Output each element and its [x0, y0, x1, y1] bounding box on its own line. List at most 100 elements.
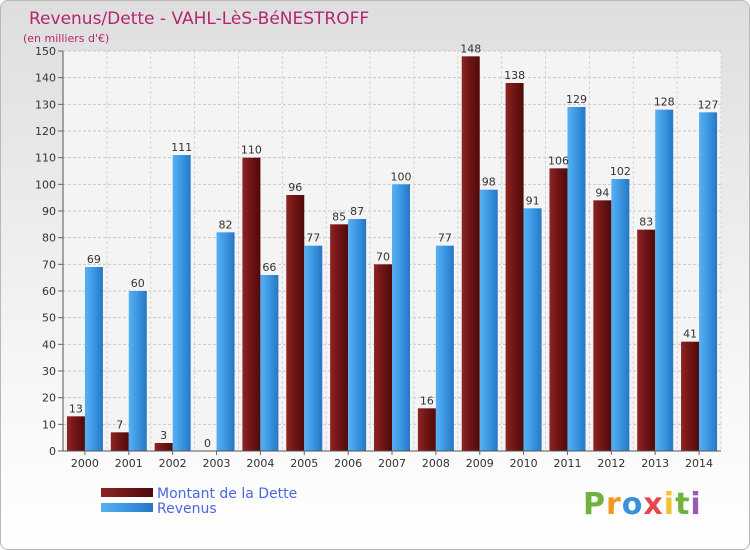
logo-letter: i	[690, 487, 702, 522]
legend-swatch	[101, 488, 153, 497]
data-label: 100	[391, 170, 412, 183]
x-tick-label: 2011	[553, 457, 581, 470]
y-tick-label: 30	[42, 365, 56, 378]
data-label: 94	[595, 186, 609, 199]
bar-revenus	[611, 179, 630, 451]
x-tick-label: 2007	[378, 457, 406, 470]
chart-subtitle: (en milliers d'€)	[23, 32, 109, 45]
bar-revenus	[479, 189, 498, 451]
x-tick-label: 2008	[422, 457, 450, 470]
bar-dette	[242, 157, 261, 451]
logo-letter: i	[663, 487, 676, 522]
bar-revenus	[84, 267, 103, 451]
bar-dette	[681, 341, 700, 451]
data-label: 87	[350, 205, 364, 218]
y-tick-label: 10	[42, 418, 56, 431]
bar-dette	[66, 416, 85, 451]
data-label: 91	[526, 194, 540, 207]
data-label: 3	[160, 429, 167, 442]
data-label: 16	[420, 394, 434, 407]
legend-swatch	[101, 503, 153, 512]
x-tick-label: 2010	[510, 457, 538, 470]
data-label: 85	[332, 210, 346, 223]
data-label: 96	[288, 181, 302, 194]
bar-revenus	[304, 245, 323, 451]
legend-label: Montant de la Dette	[157, 486, 297, 502]
x-tick-label: 2013	[641, 457, 669, 470]
x-tick-label: 2014	[685, 457, 713, 470]
bar-dette	[461, 56, 480, 451]
bar-revenus	[348, 219, 367, 451]
proxiti-logo: Proxiti	[583, 487, 702, 523]
data-label: 70	[376, 250, 390, 263]
x-tick-label: 2004	[246, 457, 274, 470]
bar-dette	[505, 83, 524, 451]
bar-revenus	[260, 275, 279, 451]
x-tick-label: 2002	[159, 457, 187, 470]
bar-revenus	[392, 184, 410, 452]
data-label: 110	[241, 144, 262, 157]
y-tick-label: 70	[42, 258, 56, 271]
bar-dette	[549, 168, 568, 452]
x-tick-label: 2009	[466, 457, 494, 470]
bar-dette	[374, 264, 392, 451]
data-label: 83	[639, 216, 653, 229]
x-tick-label: 2006	[334, 457, 362, 470]
data-label: 66	[262, 261, 276, 274]
logo-letter: x	[643, 487, 664, 522]
data-label: 138	[504, 69, 525, 82]
data-label: 129	[566, 93, 587, 106]
y-tick-label: 110	[35, 152, 56, 165]
bar-dette	[286, 195, 305, 451]
data-label: 0	[204, 437, 211, 450]
bar-dette	[154, 443, 173, 451]
y-tick-label: 90	[42, 205, 56, 218]
bar-revenus	[655, 109, 674, 452]
bar-dette	[330, 224, 349, 451]
logo-letter: t	[675, 487, 691, 522]
y-tick-label: 120	[35, 125, 56, 138]
data-label: 148	[460, 42, 481, 55]
bar-dette	[593, 200, 612, 451]
y-tick-label: 0	[49, 445, 56, 458]
y-tick-label: 50	[42, 312, 56, 325]
logo-letter: P	[583, 487, 606, 522]
y-tick-label: 150	[35, 45, 56, 58]
data-label: 127	[698, 98, 719, 111]
y-tick-label: 140	[35, 72, 56, 85]
y-tick-label: 60	[42, 285, 56, 298]
x-tick-label: 2001	[115, 457, 143, 470]
bar-revenus	[699, 112, 718, 451]
legend-label: Revenus	[157, 501, 217, 517]
bar-revenus	[523, 208, 542, 451]
data-label: 77	[438, 232, 452, 245]
data-label: 111	[171, 141, 192, 154]
data-label: 41	[683, 328, 697, 341]
bar-dette	[417, 408, 436, 451]
x-tick-label: 2005	[290, 457, 318, 470]
bar-revenus	[128, 291, 147, 451]
y-tick-label: 40	[42, 338, 56, 351]
x-tick-label: 2000	[71, 457, 99, 470]
y-tick-label: 80	[42, 232, 56, 245]
data-label: 102	[610, 165, 631, 178]
data-label: 82	[219, 218, 233, 231]
bar-dette	[110, 432, 129, 451]
bar-revenus	[216, 232, 235, 451]
data-label: 98	[482, 176, 496, 189]
data-label: 69	[87, 253, 101, 266]
x-tick-label: 2012	[597, 457, 625, 470]
data-label: 13	[69, 402, 83, 415]
y-tick-label: 20	[42, 392, 56, 405]
logo-letter: o	[621, 487, 644, 522]
y-tick-label: 100	[35, 178, 56, 191]
data-label: 77	[306, 232, 320, 245]
data-label: 7	[116, 418, 123, 431]
data-label: 128	[654, 96, 675, 109]
logo-letter: r	[606, 487, 622, 522]
data-label: 106	[548, 154, 569, 167]
bar-revenus	[435, 245, 454, 451]
y-tick-label: 130	[35, 98, 56, 111]
